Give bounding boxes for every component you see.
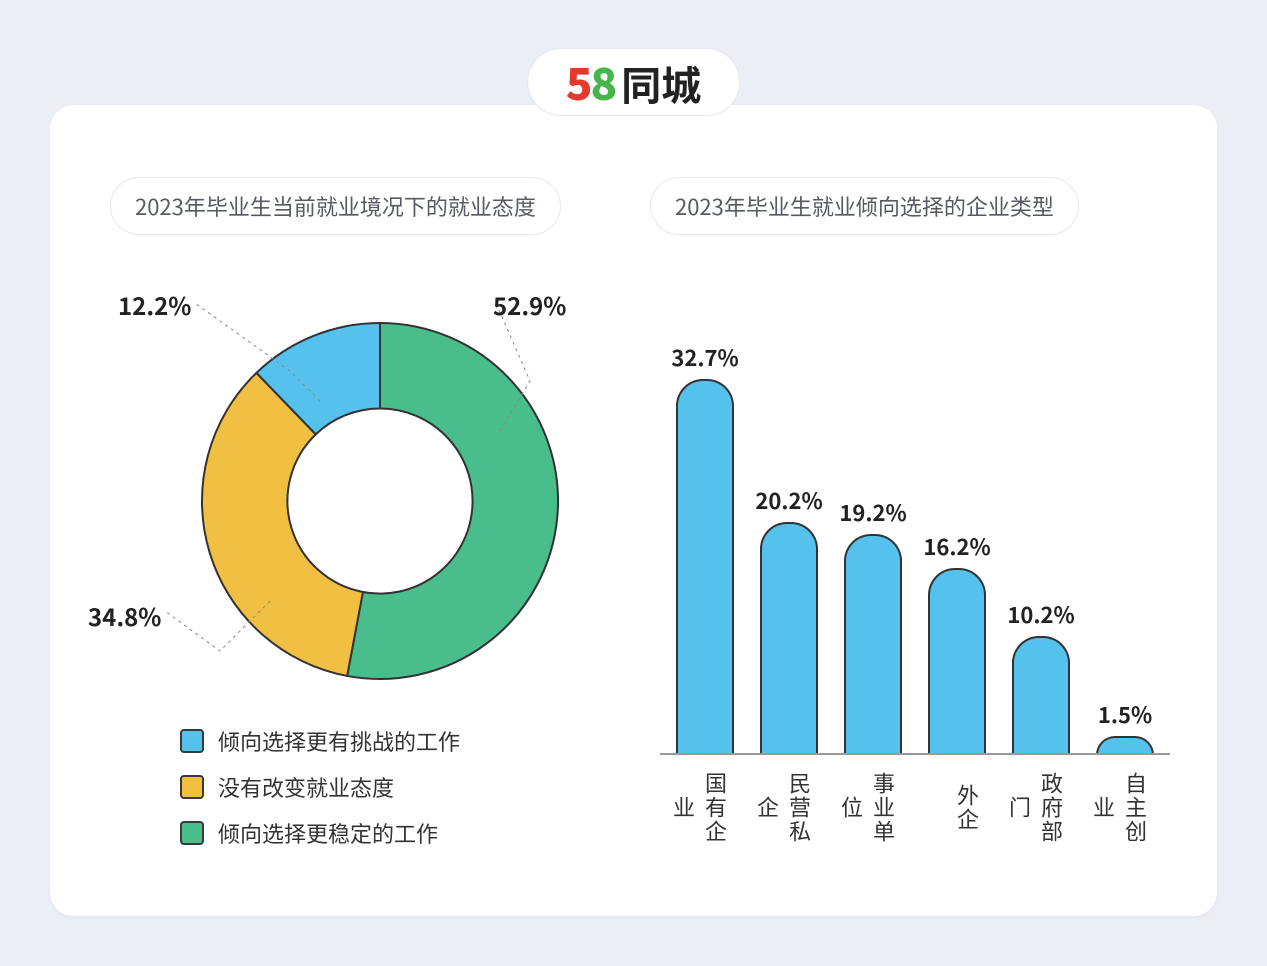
logo-digit-8: 8 (591, 49, 616, 113)
logo-58: 58 (566, 59, 616, 103)
bar-x-label: 国有企业 (678, 761, 732, 855)
bar-column: 20.2% (762, 484, 816, 755)
bar-column: 16.2% (930, 530, 984, 755)
brand-logo: 58 同城 (527, 48, 741, 116)
bar-x-label: 自主创业 (1098, 761, 1152, 855)
page-root: 2023年毕业生当前就业境况下的就业态度 2023年毕业生就业倾向选择的企业类型… (0, 0, 1267, 966)
legend-item: 没有改变就业态度 (180, 771, 460, 803)
bar-value-label: 10.2% (1007, 598, 1074, 630)
bar-x-label: 事业单位 (846, 761, 900, 855)
bar (1012, 636, 1070, 755)
legend-label: 倾向选择更稳定的工作 (218, 817, 438, 849)
legend-label: 没有改变就业态度 (218, 771, 394, 803)
bar-x-label: 政府部门 (1014, 761, 1068, 855)
legend-item: 倾向选择更稳定的工作 (180, 817, 460, 849)
donut-value-stable: 52.9% (493, 287, 566, 322)
bar (760, 522, 818, 755)
bar-value-label: 20.2% (755, 484, 822, 516)
bar-value-label: 32.7% (671, 341, 738, 373)
legend-item: 倾向选择更有挑战的工作 (180, 725, 460, 757)
legend-swatch (180, 729, 204, 753)
bar-chart: 32.7% 20.2% 19.2% 16.2% 10.2% 1.5% 国有企业民营私企事业… (660, 275, 1170, 855)
bar (928, 568, 986, 755)
donut-legend: 倾向选择更有挑战的工作 没有改变就业态度 倾向选择更稳定的工作 (180, 725, 460, 863)
donut-chart (200, 321, 560, 681)
legend-swatch (180, 775, 204, 799)
bar (844, 534, 902, 755)
left-panel-title: 2023年毕业生当前就业境况下的就业态度 (110, 177, 561, 235)
bar-x-label: 民营私企 (762, 761, 816, 855)
bar (676, 379, 734, 755)
logo-digit-5: 5 (566, 49, 591, 113)
legend-label: 倾向选择更有挑战的工作 (218, 725, 460, 757)
donut-value-challenge: 12.2% (118, 287, 191, 322)
right-panel-title: 2023年毕业生就业倾向选择的企业类型 (650, 177, 1079, 235)
bar-x-label: 外企 (930, 761, 984, 855)
bar-column: 10.2% (1014, 598, 1068, 755)
donut-value-unchanged: 34.8% (88, 598, 161, 633)
bar-value-label: 19.2% (839, 496, 906, 528)
bar-column: 32.7% (678, 341, 732, 755)
bars-row: 32.7% 20.2% 19.2% 16.2% 10.2% 1.5% (660, 315, 1170, 755)
bar-value-label: 1.5% (1098, 698, 1152, 730)
bar-x-labels: 国有企业民营私企事业单位外企政府部门自主创业 (660, 755, 1170, 855)
donut-svg (200, 321, 560, 681)
content-card: 2023年毕业生当前就业境况下的就业态度 2023年毕业生就业倾向选择的企业类型… (50, 105, 1217, 916)
bar-column: 1.5% (1098, 698, 1152, 755)
bar-value-label: 16.2% (923, 530, 990, 562)
logo-text-cn: 同城 (621, 63, 701, 103)
bar-column: 19.2% (846, 496, 900, 755)
legend-swatch (180, 821, 204, 845)
